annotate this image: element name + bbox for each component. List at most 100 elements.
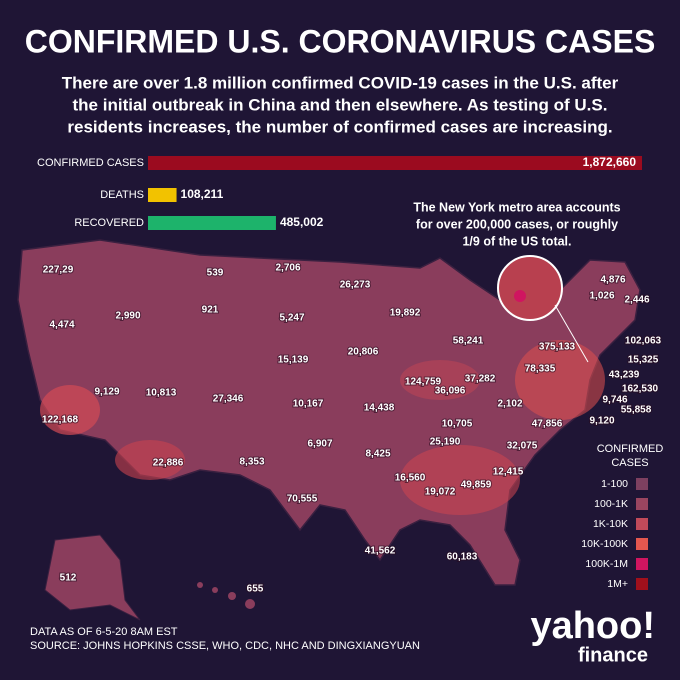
hawaii: [212, 587, 218, 593]
legend-label: 10K-100K: [581, 538, 628, 550]
total-bar: [148, 188, 177, 202]
state-label: 15,325: [628, 355, 659, 366]
state-label: 43,239: [609, 370, 640, 381]
total-bar: [148, 156, 642, 170]
region-shade: [40, 385, 100, 435]
state-label: 15,139: [278, 355, 309, 366]
hawaii: [228, 592, 236, 600]
total-label: RECOVERED: [74, 217, 144, 229]
callout: 1/9 of the US total.: [462, 234, 571, 248]
legend-swatch: [636, 518, 648, 530]
subtitle: There are over 1.8 million confirmed COV…: [62, 73, 619, 92]
legend-label: 1M+: [607, 578, 628, 590]
region-shade: [400, 360, 480, 400]
region-shade: [515, 340, 605, 420]
hawaii: [245, 599, 255, 609]
subtitle: residents increases, the number of confi…: [67, 117, 612, 136]
legend-swatch: [636, 538, 648, 550]
state-label: 27,346: [213, 394, 244, 405]
state-label: 58,241: [453, 336, 484, 347]
state-label: 60,183: [447, 552, 478, 563]
ny-inset-hotspot: [514, 290, 526, 302]
state-label: 124,759: [405, 377, 442, 388]
ny-inset: [497, 255, 563, 321]
legend-label: 100-1K: [594, 498, 628, 510]
data-note: DATA AS OF 6-5-20 8AM EST: [30, 626, 178, 638]
state-label: 55,858: [621, 405, 652, 416]
alaska: [44, 534, 141, 621]
state-label: 921: [202, 305, 219, 316]
total-label: DEATHS: [100, 189, 144, 201]
state-label: 19,892: [390, 308, 421, 319]
state-label: 9,120: [589, 416, 614, 427]
state-label: 2,446: [624, 295, 649, 306]
subtitle: the initial outbreak in China and then e…: [73, 95, 608, 114]
total-bar: [148, 216, 276, 230]
state-label: 2,706: [275, 263, 300, 274]
total-value: 485,002: [280, 215, 324, 229]
state-label: 10,705: [442, 419, 473, 430]
legend-swatch: [636, 478, 648, 490]
state-label: 102,063: [625, 336, 662, 347]
legend-label: 1K-10K: [593, 518, 628, 530]
logo-brand: yahoo!: [530, 605, 655, 647]
state-label: 37,282: [465, 374, 496, 385]
state-label: 122,168: [42, 415, 79, 426]
title: CONFIRMED U.S. CORONAVIRUS CASES: [25, 23, 656, 59]
state-label: 2,102: [497, 399, 522, 410]
state-label: 12,415: [493, 467, 524, 478]
state-label: 375,133: [539, 342, 576, 353]
legend-label: 1-100: [601, 478, 628, 490]
logo-product: finance: [578, 644, 648, 666]
legend-swatch: [636, 558, 648, 570]
legend-swatch: [636, 578, 648, 590]
legend-swatch: [636, 498, 648, 510]
state-label: 6,907: [307, 439, 332, 450]
legend-title: CONFIRMED: [597, 443, 664, 455]
total-value: 108,211: [181, 187, 224, 201]
state-label: 16,560: [395, 473, 426, 484]
state-label: 512: [60, 573, 77, 584]
state-label: 227,29: [43, 265, 74, 276]
state-label: 41,562: [365, 546, 396, 557]
state-label: 19,072: [425, 487, 456, 498]
hawaii: [197, 582, 203, 588]
state-label: 26,273: [340, 280, 371, 291]
state-label: 4,474: [49, 320, 74, 331]
source: SOURCE: JOHNS HOPKINS CSSE, WHO, CDC, NH…: [30, 640, 420, 652]
region-shade: [400, 445, 520, 515]
callout-line: [554, 304, 589, 363]
state-label: 32,075: [507, 441, 538, 452]
state-label: 8,425: [365, 449, 390, 460]
state-label: 8,353: [239, 457, 264, 468]
state-label: 22,886: [153, 458, 184, 469]
state-label: 10,813: [146, 388, 177, 399]
state-label: 4,876: [600, 275, 625, 286]
total-value: 1,872,660: [583, 155, 637, 169]
callout: The New York metro area accounts: [413, 200, 620, 214]
state-label: 78,335: [525, 364, 556, 375]
state-label: 2,990: [115, 311, 140, 322]
state-label: 539: [207, 268, 224, 279]
state-label: 36,096: [435, 386, 466, 397]
us-map: [17, 239, 641, 621]
state-label: 10,167: [293, 399, 324, 410]
state-label: 9,746: [602, 395, 627, 406]
region-shade: [115, 440, 185, 480]
legend-label: 100K-1M: [585, 558, 628, 570]
callout: for over 200,000 cases, or roughly: [416, 217, 618, 231]
state-label: 9,129: [94, 387, 119, 398]
state-label: 70,555: [287, 494, 318, 505]
legend-title: CASES: [611, 457, 648, 469]
state-label: 14,438: [364, 403, 395, 414]
state-label: 655: [247, 584, 264, 595]
state-label: 5,247: [279, 313, 304, 324]
state-label: 49,859: [461, 480, 492, 491]
state-label: 25,190: [430, 437, 461, 448]
state-label: 20,806: [348, 347, 379, 358]
state-label: 47,856: [532, 419, 563, 430]
total-label: CONFIRMED CASES: [37, 157, 144, 169]
state-label: 1,026: [589, 291, 614, 302]
state-label: 162,530: [622, 384, 659, 395]
